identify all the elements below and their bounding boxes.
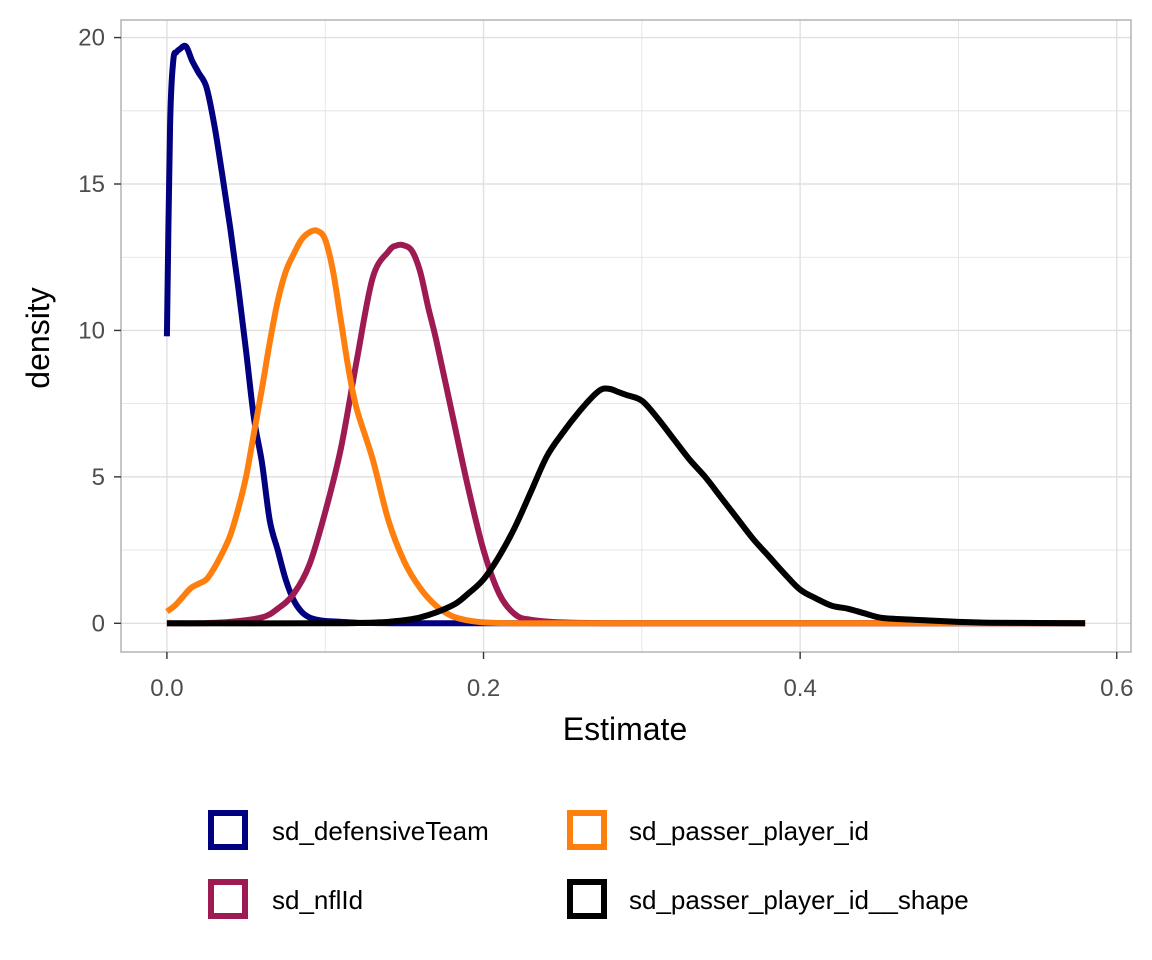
- y-tick-label: 0: [92, 610, 105, 637]
- panel-border: [120, 19, 1132, 653]
- series-line-sd_passer_player_id__shape: [166, 385, 1086, 627]
- x-tick-label: 0.2: [467, 675, 500, 702]
- legend-swatch-sd_defensiveTeam: [208, 810, 248, 850]
- legend-item-sd_passer_player_id[interactable]: sd_passer_player_id: [567, 810, 869, 850]
- legend-swatch-sd_passer_player_id__shape: [567, 879, 607, 919]
- legend-label-sd_nflId: sd_nflId: [272, 885, 363, 915]
- legend-item-sd_defensiveTeam[interactable]: sd_defensiveTeam: [208, 810, 489, 850]
- y-tick-label: 20: [78, 25, 105, 52]
- x-tick-label: 0.6: [1100, 675, 1133, 702]
- density-curves: [163, 42, 1086, 627]
- axes: 0.0 0.2 0.4 0.6 0 5 10 15 20: [78, 25, 1133, 702]
- legend-swatch-sd_nflId: [208, 879, 248, 919]
- y-tick-label: 15: [78, 171, 105, 198]
- y-tick-label: 10: [78, 317, 105, 344]
- x-tick-label: 0.0: [150, 675, 183, 702]
- y-axis-title: density: [20, 287, 56, 388]
- legend-item-sd_passer_player_id__shape[interactable]: sd_passer_player_id__shape: [567, 879, 969, 919]
- legend-label-sd_defensiveTeam: sd_defensiveTeam: [272, 816, 489, 846]
- legend-label-sd_passer_player_id: sd_passer_player_id: [629, 816, 869, 846]
- legend-item-sd_nflId[interactable]: sd_nflId: [208, 879, 363, 919]
- legend-swatch-sd_passer_player_id: [567, 810, 607, 850]
- series-line-sd_passer_player_id: [165, 227, 1086, 627]
- legend: sd_defensiveTeam sd_passer_player_id sd_…: [208, 810, 969, 919]
- x-axis-title: Estimate: [563, 711, 687, 747]
- x-tick-label: 0.4: [783, 675, 816, 702]
- y-tick-label: 5: [92, 464, 105, 491]
- legend-label-sd_passer_player_id__shape: sd_passer_player_id__shape: [629, 885, 969, 915]
